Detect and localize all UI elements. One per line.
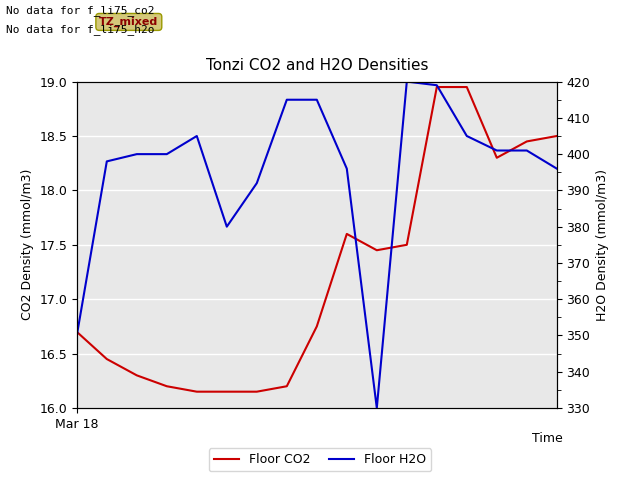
Floor H2O: [163, 151, 171, 157]
Floor H2O: [223, 224, 230, 229]
Floor H2O: [133, 151, 141, 157]
Floor CO2: [433, 84, 440, 90]
Floor CO2: [73, 329, 81, 335]
Floor H2O: [283, 97, 291, 103]
Floor CO2: [313, 324, 321, 329]
Floor CO2: [493, 155, 500, 161]
Floor CO2: [193, 389, 201, 395]
Floor CO2: [553, 133, 561, 139]
Floor H2O: [463, 133, 470, 139]
Floor H2O: [103, 158, 111, 164]
Floor CO2: [163, 384, 171, 389]
Floor CO2: [253, 389, 260, 395]
Floor H2O: [73, 333, 81, 338]
Floor H2O: [493, 148, 500, 154]
Line: Floor H2O: Floor H2O: [77, 82, 557, 408]
Text: TZ_mixed: TZ_mixed: [99, 17, 159, 27]
Floor H2O: [253, 180, 260, 186]
Floor CO2: [463, 84, 470, 90]
Text: No data for f_li75_co2: No data for f_li75_co2: [6, 5, 155, 16]
Y-axis label: H2O Density (mmol/m3): H2O Density (mmol/m3): [596, 169, 609, 321]
Floor CO2: [373, 247, 381, 253]
Floor H2O: [373, 405, 381, 411]
Floor H2O: [553, 166, 561, 171]
Floor H2O: [433, 83, 440, 88]
Text: Time: Time: [532, 432, 563, 445]
Legend: Floor CO2, Floor H2O: Floor CO2, Floor H2O: [209, 448, 431, 471]
Floor CO2: [523, 139, 531, 144]
Floor CO2: [103, 356, 111, 362]
Floor H2O: [403, 79, 411, 84]
Floor CO2: [283, 384, 291, 389]
Floor CO2: [403, 242, 411, 248]
Text: No data for f_li75_h2o: No data for f_li75_h2o: [6, 24, 155, 35]
Title: Tonzi CO2 and H2O Densities: Tonzi CO2 and H2O Densities: [205, 59, 428, 73]
Floor H2O: [343, 166, 351, 171]
Y-axis label: CO2 Density (mmol/m3): CO2 Density (mmol/m3): [20, 169, 34, 321]
Floor H2O: [313, 97, 321, 103]
Line: Floor CO2: Floor CO2: [77, 87, 557, 392]
Floor CO2: [343, 231, 351, 237]
Floor CO2: [133, 372, 141, 378]
Floor CO2: [223, 389, 230, 395]
Floor H2O: [193, 133, 201, 139]
Floor H2O: [523, 148, 531, 154]
